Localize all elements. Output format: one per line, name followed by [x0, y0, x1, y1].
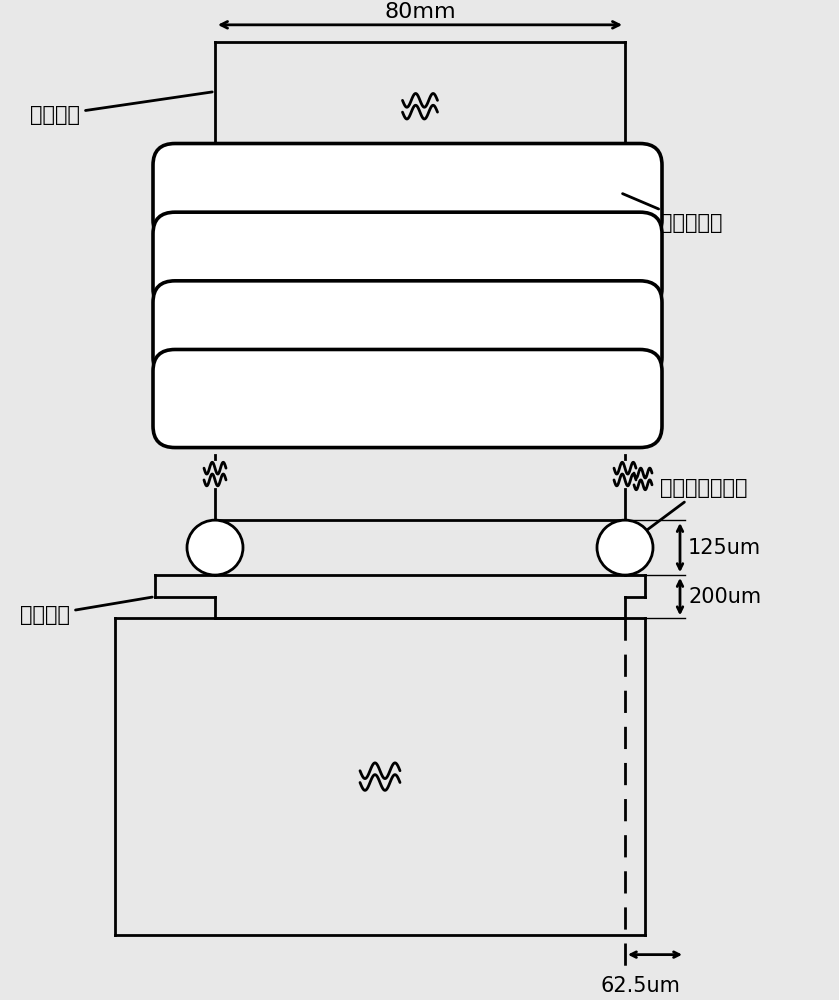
Text: 蜗纹凹槽: 蜗纹凹槽 [20, 597, 152, 625]
Text: 80mm: 80mm [384, 2, 456, 22]
Text: 待标定光纤截面: 待标定光纤截面 [644, 478, 748, 532]
Text: 125um: 125um [688, 538, 761, 558]
Circle shape [597, 520, 653, 575]
FancyBboxPatch shape [153, 212, 662, 310]
Text: 钒管外壁: 钒管外壁 [30, 92, 212, 125]
FancyBboxPatch shape [153, 281, 662, 379]
Text: 62.5um: 62.5um [600, 976, 680, 996]
Circle shape [187, 520, 243, 575]
Text: 待标定光纤: 待标定光纤 [623, 194, 722, 233]
FancyBboxPatch shape [153, 349, 662, 448]
Text: 200um: 200um [688, 587, 761, 607]
FancyBboxPatch shape [153, 144, 662, 242]
